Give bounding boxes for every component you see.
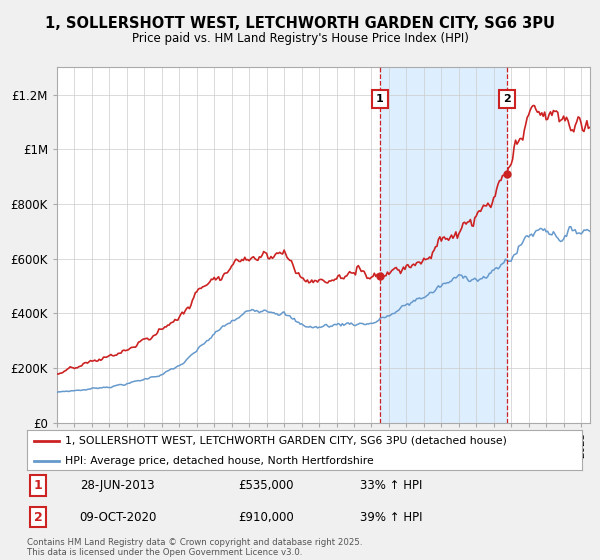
Text: Price paid vs. HM Land Registry's House Price Index (HPI): Price paid vs. HM Land Registry's House … (131, 32, 469, 45)
Text: 2: 2 (503, 94, 511, 104)
Text: Contains HM Land Registry data © Crown copyright and database right 2025.
This d: Contains HM Land Registry data © Crown c… (27, 538, 362, 557)
Text: 28-JUN-2013: 28-JUN-2013 (80, 479, 154, 492)
Text: 1, SOLLERSHOTT WEST, LETCHWORTH GARDEN CITY, SG6 3PU: 1, SOLLERSHOTT WEST, LETCHWORTH GARDEN C… (45, 16, 555, 31)
Text: 1, SOLLERSHOTT WEST, LETCHWORTH GARDEN CITY, SG6 3PU (detached house): 1, SOLLERSHOTT WEST, LETCHWORTH GARDEN C… (65, 436, 506, 446)
Bar (380, 67, 507, 423)
Text: HPI: Average price, detached house, North Hertfordshire: HPI: Average price, detached house, Nort… (65, 456, 373, 466)
Text: 09-OCT-2020: 09-OCT-2020 (80, 511, 157, 524)
Text: 33% ↑ HPI: 33% ↑ HPI (360, 479, 422, 492)
Text: £910,000: £910,000 (238, 511, 293, 524)
Text: 1: 1 (34, 479, 43, 492)
Text: 2: 2 (34, 511, 43, 524)
Text: 1: 1 (376, 94, 384, 104)
Text: 39% ↑ HPI: 39% ↑ HPI (360, 511, 422, 524)
Text: £535,000: £535,000 (238, 479, 293, 492)
